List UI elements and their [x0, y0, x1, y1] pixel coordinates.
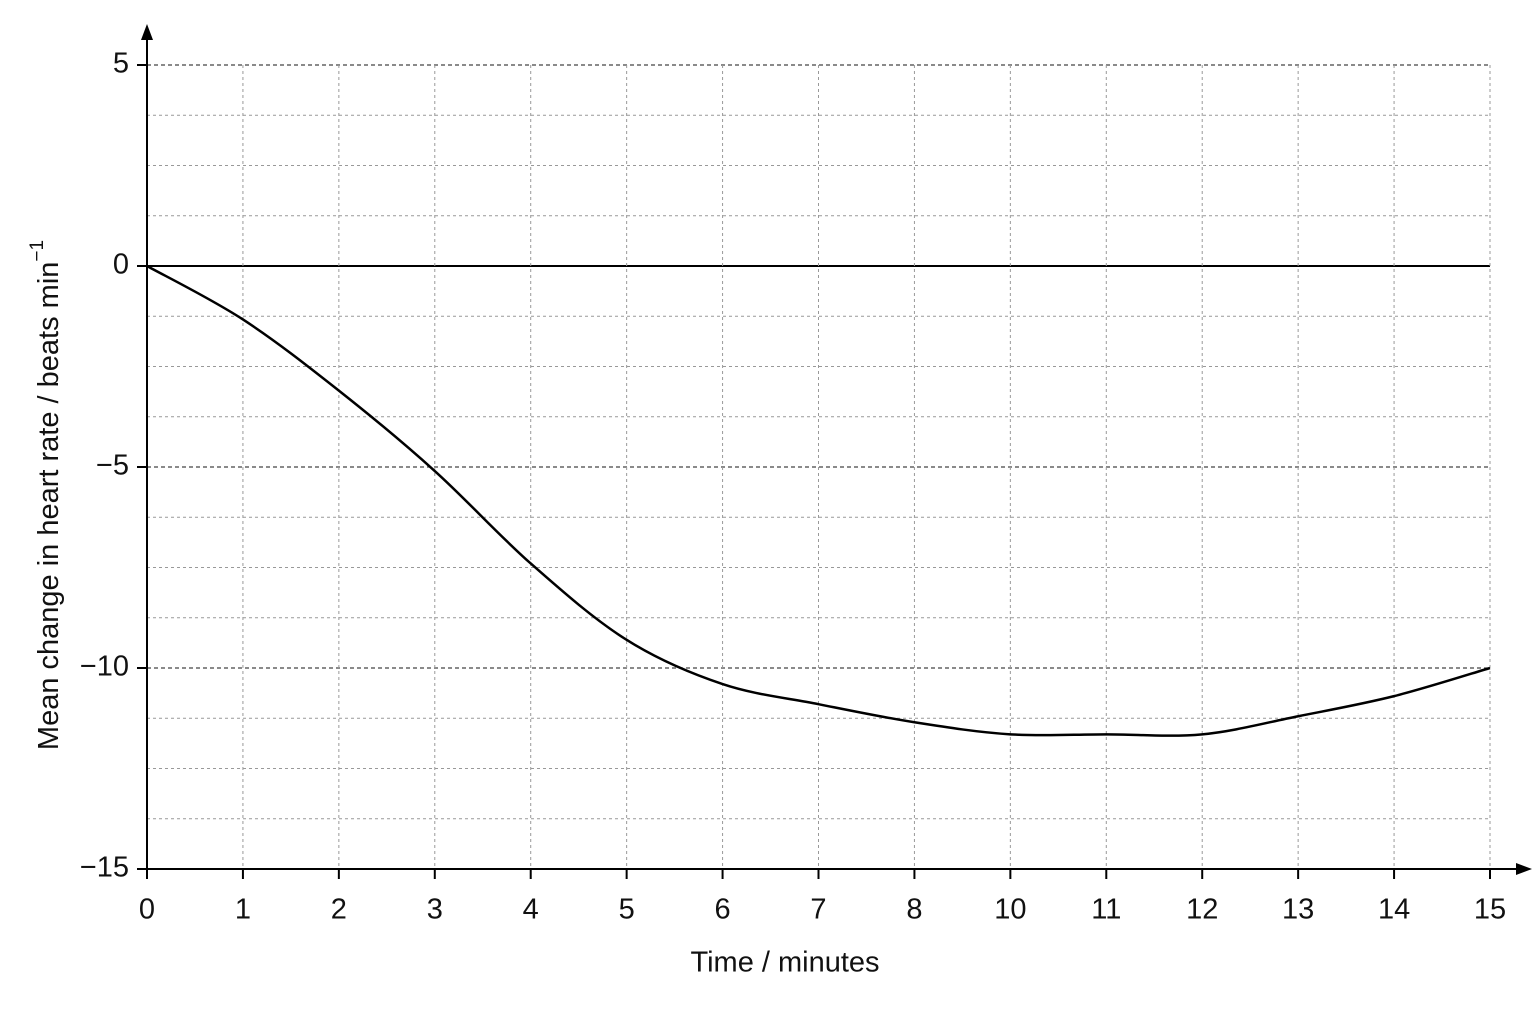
x-tick-label: 15	[1474, 894, 1506, 926]
y-axis-label: Mean change in heart rate / beats min−1	[27, 240, 65, 750]
x-tick-label: 5	[619, 894, 635, 926]
x-tick-label: 14	[1378, 894, 1410, 926]
x-tick-label: 8	[906, 894, 922, 926]
x-tick-label: 13	[1282, 894, 1314, 926]
y-tick-label: 5	[113, 48, 129, 80]
x-tick-label: 4	[523, 894, 539, 926]
x-axis-label: Time / minutes	[690, 947, 879, 979]
x-tick-label: 3	[427, 894, 443, 926]
y-axis-arrow	[141, 24, 153, 40]
x-axis-arrow	[1516, 863, 1532, 875]
y-axis-label-text: Mean change in heart rate / beats min	[33, 262, 65, 750]
x-tick-label: 10	[994, 894, 1026, 926]
x-tick-label: 11	[1091, 894, 1121, 926]
y-tick-label: −5	[96, 450, 129, 482]
x-tick-label: 12	[1186, 894, 1218, 926]
y-tick-label: −10	[80, 651, 129, 683]
x-tick-label: 6	[715, 894, 731, 926]
x-tick-label: 0	[139, 894, 155, 926]
x-tick-label: 2	[331, 894, 347, 926]
y-axis-label-superscript: −1	[27, 240, 48, 262]
x-tick-label: 7	[810, 894, 826, 926]
y-tick-label: 0	[113, 249, 129, 281]
data-line	[146, 264, 1491, 737]
y-tick-label: −15	[80, 852, 129, 884]
x-tick-label: 1	[235, 894, 251, 926]
